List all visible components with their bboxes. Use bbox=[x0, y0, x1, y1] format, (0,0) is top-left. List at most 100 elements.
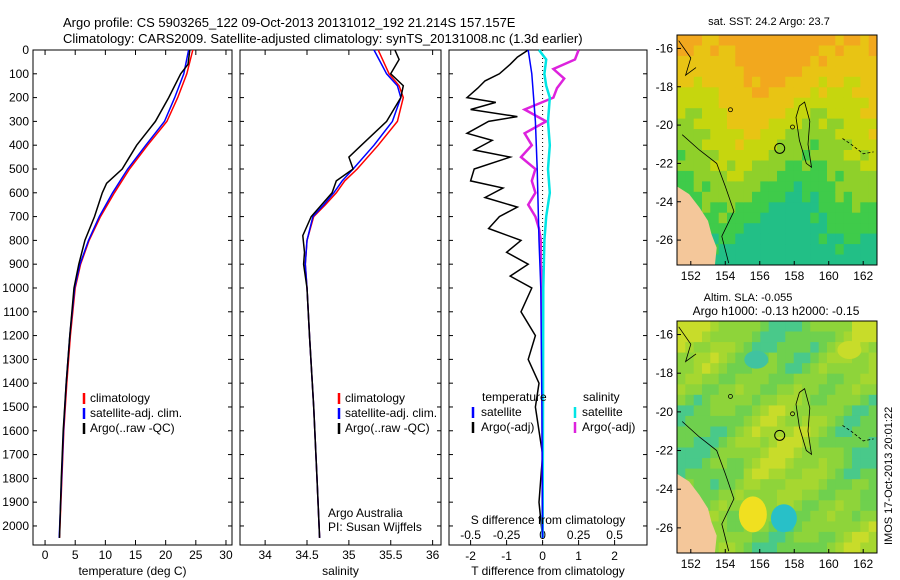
title-line-2: Climatology: CARS2009. Satellite-adjuste… bbox=[63, 31, 583, 46]
legend-label: satellite bbox=[481, 405, 522, 419]
y-tick-label: 1100 bbox=[3, 305, 29, 319]
sst-map-panel: sat. SST: 24.2 Argo: 23.7 152 154 156 158 160… bbox=[656, 16, 878, 283]
y-tick-label: -22 bbox=[656, 444, 674, 458]
x-tick-label: 162 bbox=[853, 557, 873, 571]
legend-label: satellite-adj. clim. bbox=[90, 406, 182, 420]
y-tick-label: -24 bbox=[656, 195, 674, 209]
x-tick-label: 162 bbox=[853, 269, 873, 283]
y-tick-label: -20 bbox=[656, 118, 674, 132]
x-tick-label: 154 bbox=[715, 557, 735, 571]
y-tick-label: 1200 bbox=[2, 329, 29, 343]
x-tick-top-label: 0.5 bbox=[606, 528, 623, 542]
islet-contour bbox=[790, 411, 795, 417]
y-tick-label: 1500 bbox=[2, 400, 29, 414]
legend-label: Argo(..raw -QC) bbox=[345, 421, 430, 435]
sst-field bbox=[677, 35, 877, 265]
x-tick-label: 154 bbox=[715, 269, 735, 283]
x-tick-label: 0 bbox=[539, 549, 546, 563]
islet-contour bbox=[728, 107, 733, 113]
reef-contour bbox=[795, 388, 813, 456]
legend-label: climatology bbox=[345, 391, 405, 405]
y-tick-label: -20 bbox=[656, 405, 674, 419]
y-tick-label: 700 bbox=[9, 210, 29, 224]
x-tick-label: 35 bbox=[342, 548, 356, 562]
y-tick-label: 800 bbox=[9, 233, 29, 247]
series-argo-raw-qc- bbox=[58, 49, 191, 538]
legend-left-title: temperature bbox=[482, 390, 547, 404]
sla-map-title: Altim. SLA: -0.055 bbox=[704, 292, 793, 304]
x-tick-label: 5 bbox=[72, 548, 79, 562]
series-t-argo-adj- bbox=[465, 49, 544, 538]
reef-contour bbox=[795, 101, 813, 169]
series-climatology bbox=[58, 49, 194, 538]
y-tick-label: 500 bbox=[9, 162, 29, 176]
argo-position-marker bbox=[774, 429, 786, 441]
y-tick-label: 900 bbox=[9, 257, 29, 271]
y-tick-label: 2000 bbox=[2, 519, 29, 533]
y-tick-label: 1400 bbox=[2, 376, 29, 390]
sla-frame bbox=[676, 320, 878, 554]
y-tick-label: 1700 bbox=[2, 448, 29, 462]
x-tick-label: 36 bbox=[426, 548, 440, 562]
legend-label: satellite-adj. clim. bbox=[345, 406, 437, 420]
x-tick-label: 1 bbox=[575, 549, 582, 563]
x-tick-label: 156 bbox=[750, 269, 770, 283]
sla-low-blob bbox=[744, 350, 769, 369]
watermark: IMOS 17-Oct-2013 20:01:22 bbox=[883, 407, 895, 545]
x-tick-label: 35.5 bbox=[379, 548, 403, 562]
x-tick-label: 30 bbox=[219, 548, 233, 562]
y-tick-label: 600 bbox=[9, 186, 29, 200]
series-argo-raw-qc- bbox=[302, 49, 405, 538]
x-axis-label: salinity bbox=[322, 564, 359, 578]
annotation-line-1: Argo Australia bbox=[328, 506, 403, 520]
salinity-panel: 34 34.5 35 35.5 36 salinity climatologysatelli… bbox=[239, 49, 442, 578]
x-tick-top-label: -0.5 bbox=[460, 528, 481, 542]
difference-frame bbox=[448, 49, 648, 546]
x-tick-label: 10 bbox=[99, 548, 113, 562]
title-line-1: Argo profile: CS 5903265_122 09-Oct-2013… bbox=[63, 15, 516, 30]
x-tick-label: 20 bbox=[159, 548, 173, 562]
series-s-satellite bbox=[538, 49, 552, 538]
y-tick-label: 1900 bbox=[2, 495, 29, 509]
reef-contour bbox=[842, 138, 874, 155]
x-tick-top-label: -0.25 bbox=[493, 528, 521, 542]
x-tick-label: -2 bbox=[465, 549, 476, 563]
reef-contour bbox=[842, 425, 874, 442]
y-tick-label: 400 bbox=[9, 138, 29, 152]
annotation-line-2: PI: Susan Wijffels bbox=[328, 520, 422, 534]
x-tick-label: 160 bbox=[819, 557, 839, 571]
sla-high-blob bbox=[738, 496, 767, 533]
x-axis-top-label: S difference from climatology bbox=[471, 513, 626, 527]
y-tick-label: 200 bbox=[9, 91, 29, 105]
legend-right-title: salinity bbox=[583, 390, 620, 404]
y-tick-label: -24 bbox=[656, 482, 674, 496]
x-axis-label: temperature (deg C) bbox=[78, 564, 186, 578]
x-tick-label: 15 bbox=[129, 548, 143, 562]
legend-label: Argo(-adj) bbox=[582, 420, 635, 434]
legend-label: satellite bbox=[582, 405, 623, 419]
islet-contour bbox=[790, 124, 795, 130]
sla-field bbox=[677, 321, 877, 553]
x-tick-label: 152 bbox=[681, 557, 701, 571]
sla-high-blob bbox=[837, 341, 862, 359]
y-tick-label: -26 bbox=[656, 521, 674, 535]
y-tick-label: -18 bbox=[656, 366, 674, 380]
y-tick-label: -26 bbox=[656, 233, 674, 247]
islet-contour bbox=[728, 393, 733, 399]
legend-label: climatology bbox=[90, 391, 150, 405]
series-satellite-adj-clim- bbox=[304, 49, 402, 538]
x-tick-top-label: 0.25 bbox=[567, 528, 591, 542]
y-tick-label: -16 bbox=[656, 328, 674, 342]
legend-label: Argo(-adj) bbox=[481, 420, 534, 434]
isobath-contour bbox=[681, 421, 735, 552]
sla-low-blob bbox=[770, 504, 797, 533]
sst-frame bbox=[676, 34, 878, 266]
y-tick-label: -22 bbox=[656, 156, 674, 170]
sla-map-subtitle: Argo h1000: -0.13 h2000: -0.15 bbox=[693, 304, 860, 318]
land-australia bbox=[677, 473, 717, 553]
x-tick-label: 0 bbox=[42, 548, 49, 562]
isobath-contour bbox=[678, 40, 697, 77]
